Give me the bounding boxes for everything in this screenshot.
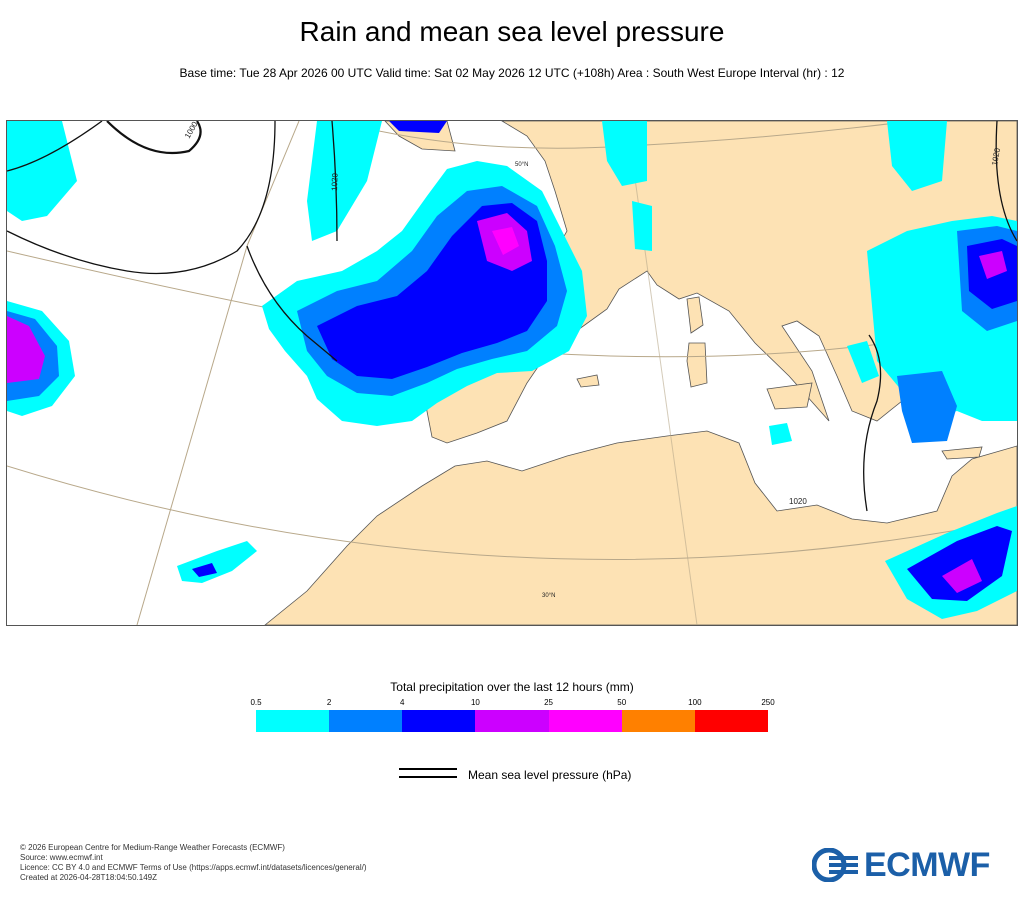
rain-central [602, 121, 647, 186]
isobars [7, 121, 1017, 512]
rain-east-purple [979, 251, 1007, 279]
isobar-key-line [399, 768, 457, 778]
rain-top-dark [389, 121, 447, 133]
land-crete [941, 446, 983, 460]
legend-tick-label: 0.5 [250, 698, 262, 707]
legend-swatch [475, 710, 549, 732]
isobar-label-1020-b: 1020 [990, 147, 1002, 167]
ecmwf-logo-icon [812, 848, 858, 882]
legend-tick-label: 50 [617, 698, 627, 707]
legend-swatch [694, 710, 768, 732]
rain-magenta-2 [492, 227, 519, 255]
chart-subtitle: Base time: Tue 28 Apr 2026 00 UTC Valid … [179, 66, 845, 80]
rain-morocco-cyan [177, 541, 257, 583]
isobar-label-1020-a: 1020 [330, 172, 340, 191]
rain-nw-cyan [7, 121, 77, 221]
legend-tick-label: 4 [400, 698, 405, 707]
footer-created: Created at 2026-04-28T18:04:50.149Z [20, 873, 157, 882]
rain-southeast-purple [942, 559, 982, 593]
legend-swatch [621, 710, 695, 732]
footer: © 2026 European Centre for Medium-Range … [20, 843, 367, 883]
rain-sicily-south [769, 423, 792, 445]
graticule-label-30n: 30°N [542, 593, 555, 599]
land-africa [264, 430, 1017, 625]
rain-greece [897, 371, 957, 443]
graticule-label-50n: 50°N [515, 162, 528, 168]
legend-tick-label: 2 [326, 698, 332, 707]
legend-swatch [256, 710, 330, 732]
map-canvas: 1000 1020 1020 1020 50°N 30°N [7, 121, 1017, 625]
legend-swatch [402, 710, 476, 732]
isobar-key-label: Mean sea level pressure (hPa) [468, 768, 632, 782]
land-sicily [766, 382, 813, 410]
legend-bar [256, 710, 768, 734]
ecmwf-logo: ECMWF [812, 845, 990, 884]
rain-morocco-dark [192, 563, 217, 577]
legend-swatch [329, 710, 403, 732]
rain-northeast [887, 121, 947, 191]
isobar-label-1020-c: 1020 [789, 497, 807, 506]
rain-west-purple [7, 316, 45, 383]
rain-italy-north [632, 201, 652, 251]
ecmwf-logo-text: ECMWF [864, 845, 990, 884]
rain-southeast-dark [907, 526, 1012, 601]
legend-title: Total precipitation over the last 12 hou… [390, 680, 634, 694]
footer-source: Source: www.ecmwf.int [20, 853, 103, 862]
rain-tunisia [847, 341, 879, 383]
legend-swatch [548, 710, 622, 732]
legend-tick-label: 100 [688, 698, 702, 707]
chart-title: Rain and mean sea level pressure [299, 16, 725, 47]
legend-tick-label: 10 [470, 698, 480, 707]
weather-map: 1000 1020 1020 1020 50°N 30°N [6, 120, 1018, 626]
land-mallorca [576, 374, 600, 388]
legend-tick-label: 250 [761, 698, 775, 707]
rain-top-cyan [307, 121, 382, 241]
land-sardinia [686, 342, 708, 388]
footer-copyright: © 2026 European Centre for Medium-Range … [20, 843, 285, 852]
precipitation [7, 121, 1017, 619]
footer-licence: Licence: CC BY 4.0 and ECMWF Terms of Us… [20, 863, 367, 872]
isobar-label-1000: 1000 [183, 121, 200, 140]
land-corsica [686, 296, 704, 334]
legend-tick-label: 25 [544, 698, 554, 707]
